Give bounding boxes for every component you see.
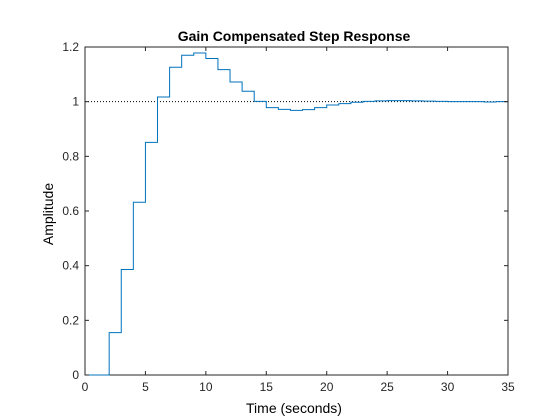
y-tick-label: 0.2 [62, 313, 79, 327]
chart-title: Gain Compensated Step Response [178, 28, 411, 44]
x-tick-label: 0 [82, 380, 89, 394]
x-tick-label: 30 [441, 380, 455, 394]
y-tick-label: 0.4 [62, 259, 79, 273]
y-tick-label: 0.8 [62, 149, 79, 163]
x-tick-label: 25 [380, 380, 394, 394]
plot-area [85, 47, 508, 375]
x-tick-label: 10 [199, 380, 213, 394]
y-tick-label: 1.2 [62, 40, 79, 54]
x-tick-label: 35 [501, 380, 515, 394]
y-tick-label: 1 [72, 95, 79, 109]
x-tick-label: 15 [260, 380, 274, 394]
x-tick-label: 20 [320, 380, 334, 394]
x-axis-label: Time (seconds) [246, 400, 342, 416]
y-tick-label: 0.6 [62, 204, 79, 218]
x-tick-label: 5 [142, 380, 149, 394]
y-axis-label: Amplitude [40, 183, 56, 245]
y-tick-label: 0 [72, 368, 79, 382]
